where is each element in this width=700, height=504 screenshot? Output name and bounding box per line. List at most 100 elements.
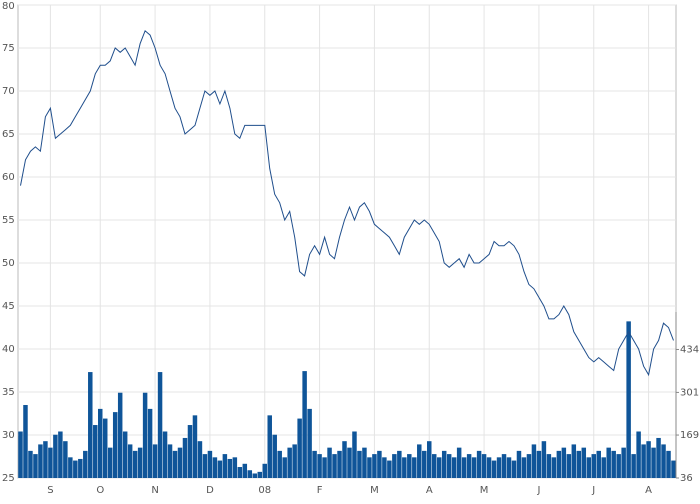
volume-bar xyxy=(167,444,173,478)
volume-bar xyxy=(287,447,292,478)
volume-bar xyxy=(247,470,253,478)
volume-bar xyxy=(227,458,233,478)
volume-bar xyxy=(342,441,347,478)
y-tick-label: 30 xyxy=(2,430,15,441)
volume-bar xyxy=(252,473,258,478)
y-tick-label: 35 xyxy=(2,387,15,398)
volume-bar xyxy=(422,450,427,478)
volume-bar xyxy=(327,447,332,478)
y-tick-label: 40 xyxy=(2,344,15,355)
volume-bar xyxy=(127,444,133,478)
volume-bar xyxy=(601,457,606,478)
y-tick-label: 50 xyxy=(2,258,15,269)
volume-bar xyxy=(566,454,572,478)
volume-bar xyxy=(446,454,452,478)
volume-bar xyxy=(571,444,577,478)
volume-bar xyxy=(392,454,397,478)
volume-bar xyxy=(98,408,103,478)
volume-bar xyxy=(641,444,646,478)
y2-tick-label: 169 xyxy=(680,430,699,441)
x-tick-label: O xyxy=(96,485,104,496)
volume-bar xyxy=(621,447,626,478)
y-tick-label: 75 xyxy=(2,43,15,54)
volume-bar xyxy=(441,450,447,478)
volume-bar xyxy=(511,460,517,478)
volume-bar xyxy=(586,457,592,478)
volume-bar xyxy=(182,437,188,478)
y-tick-label: 70 xyxy=(2,86,15,97)
volume-bar xyxy=(456,447,462,478)
volume-bar xyxy=(367,457,372,478)
volume-bar xyxy=(556,450,562,478)
y-tick-label: 80 xyxy=(2,1,15,12)
volume-bar xyxy=(157,372,163,478)
volume-bar xyxy=(272,434,277,478)
volume-bar xyxy=(307,408,312,478)
x-tick-label: J xyxy=(536,485,540,496)
volume-bar xyxy=(18,431,23,478)
volume-bar xyxy=(661,444,666,478)
volume-bar xyxy=(352,431,357,478)
y2-tick-label: 434 xyxy=(680,344,699,355)
volume-bar xyxy=(112,412,118,478)
volume-bar xyxy=(297,418,302,478)
volume-bar xyxy=(397,450,402,478)
volume-bar xyxy=(596,450,601,478)
y-tick-label: 65 xyxy=(2,129,15,140)
volume-bar xyxy=(102,418,108,478)
volume-bar xyxy=(561,447,567,478)
volume-bar xyxy=(646,441,651,478)
volume-bar xyxy=(292,444,297,478)
volume-bar xyxy=(337,450,342,478)
volume-bar xyxy=(73,460,78,478)
volume-bar xyxy=(407,454,412,478)
volume-bar xyxy=(23,405,28,478)
volume-bar xyxy=(651,447,656,478)
volume-bar xyxy=(317,454,322,478)
volume-bar xyxy=(202,454,208,478)
price-line xyxy=(20,29,674,377)
x-tick-label: A xyxy=(426,485,433,496)
volume-bar xyxy=(207,450,213,478)
volume-bar xyxy=(242,463,248,478)
x-tick-label: D xyxy=(206,485,214,496)
volume-bar xyxy=(58,431,63,478)
volume-bar xyxy=(476,450,482,478)
volume-bar xyxy=(232,457,238,478)
volume-bar xyxy=(197,441,203,478)
volume-bar xyxy=(83,450,88,478)
volume-bar xyxy=(107,447,113,478)
volume-bar xyxy=(142,392,148,478)
volume-bar xyxy=(611,450,616,478)
volume-bar xyxy=(631,454,636,478)
volume-bar xyxy=(33,454,38,478)
volume-bar xyxy=(671,460,676,478)
volume-bar xyxy=(377,450,382,478)
volume-bar xyxy=(486,457,492,478)
volume-bar xyxy=(581,447,587,478)
x-tick-label: N xyxy=(151,485,158,496)
volume-bar xyxy=(222,454,228,478)
volume-bar xyxy=(436,457,442,478)
volume-bar xyxy=(576,450,582,478)
volume-bar xyxy=(481,454,487,478)
volume-bar xyxy=(192,415,198,478)
volume-bar xyxy=(257,471,263,478)
volume-bar xyxy=(546,454,552,478)
volume-bar xyxy=(187,425,193,478)
volume-bar xyxy=(496,457,502,478)
volume-bar xyxy=(466,454,472,478)
volume-bar xyxy=(262,463,267,478)
volume-bar xyxy=(152,444,158,478)
volume-bar xyxy=(322,457,327,478)
volume-bar xyxy=(427,441,432,478)
x-tick-label: J xyxy=(591,485,595,496)
volume-bar xyxy=(282,457,287,478)
volume-bar xyxy=(68,457,73,478)
x-tick-label: A xyxy=(645,485,652,496)
volume-bar xyxy=(461,457,467,478)
volume-bar xyxy=(332,454,337,478)
y-tick-label: 55 xyxy=(2,215,15,226)
volume-bar xyxy=(521,457,527,478)
